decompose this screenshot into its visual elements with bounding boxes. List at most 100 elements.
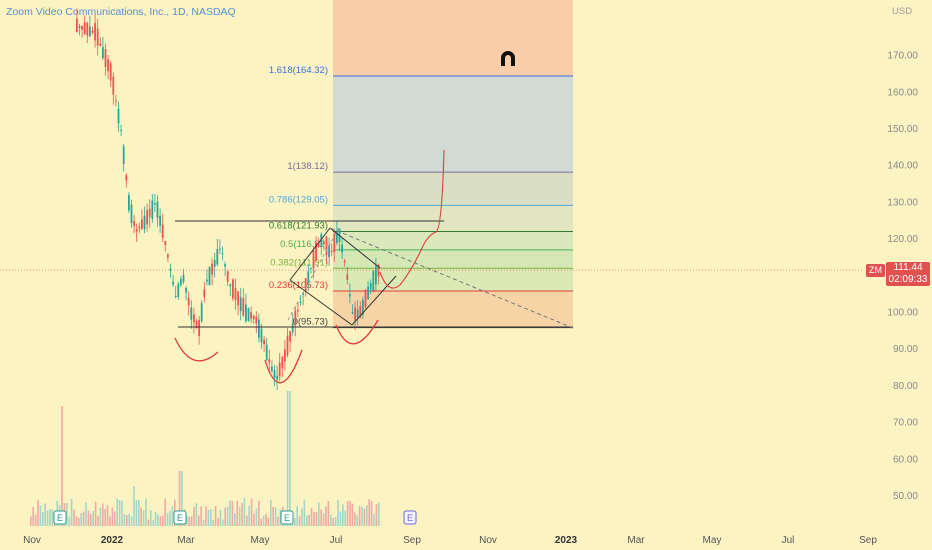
candle-body: [213, 259, 216, 267]
candle-body: [89, 26, 91, 37]
candle-body: [120, 129, 122, 131]
candle-body: [219, 248, 221, 250]
candle-body: [372, 271, 375, 291]
volume-bar: [78, 517, 80, 526]
price-tick-label: 170.00: [887, 51, 918, 62]
volume-bar: [150, 510, 152, 526]
shoulder-right-arc: [335, 319, 379, 345]
candle-body: [200, 303, 203, 322]
candle-body: [138, 226, 141, 229]
candle-body: [268, 359, 271, 363]
candle-body: [333, 233, 336, 253]
candle-body: [154, 203, 156, 205]
volume-bar: [109, 516, 111, 526]
volume-bar: [250, 498, 253, 526]
volume-bar: [363, 508, 366, 526]
volume-bar: [133, 486, 135, 526]
price-tick-label: 130.00: [887, 197, 918, 208]
volume-bar: [128, 513, 130, 526]
volume-bar: [30, 516, 32, 526]
candle-body: [125, 175, 128, 181]
fibonacci-retracement[interactable]: 1.618(164.32) 1(138.12) 0.786(129.05) 0.618…: [269, 0, 573, 329]
magnet-icon[interactable]: [501, 51, 515, 66]
volume-bar: [111, 507, 114, 526]
time-tick-label: Mar: [627, 535, 645, 546]
volume-bar: [368, 499, 370, 526]
candle-body: [96, 28, 99, 46]
bar-countdown: 02:09:33: [888, 273, 928, 285]
volume-bar: [198, 515, 200, 526]
time-tick-label: Sep: [403, 535, 421, 546]
earnings-marker-label: E: [407, 513, 413, 523]
fib-level-label: 1.618(164.32): [269, 65, 328, 76]
price-tick-label: 70.00: [893, 418, 918, 429]
volume-bar: [44, 503, 46, 526]
candle-body: [115, 100, 117, 102]
volume-bar: [97, 516, 99, 526]
candle-body: [146, 210, 148, 225]
candle-body: [187, 297, 190, 306]
volume-bar: [286, 391, 289, 526]
candle-body: [164, 240, 167, 246]
volume-bar: [274, 507, 277, 526]
volume-bar: [241, 503, 243, 526]
volume-bar: [61, 406, 63, 526]
candle-body: [247, 308, 250, 321]
fib-level-label: 0.382(111.91): [270, 257, 328, 268]
volume-bar: [159, 516, 162, 526]
volume-bar: [46, 510, 49, 526]
candle-body: [148, 208, 151, 217]
volume-bar: [162, 515, 164, 526]
shoulder-left-arc: [174, 337, 219, 362]
volume-bar: [195, 503, 198, 526]
candle-body: [135, 228, 138, 232]
fib-zone: [333, 249, 573, 269]
volume-bar: [313, 511, 315, 526]
volume-bar: [212, 519, 214, 526]
earnings-marker-label: E: [57, 513, 63, 523]
candle-body: [299, 301, 302, 303]
time-tick-label: Jul: [782, 535, 795, 546]
volume-bar: [277, 516, 279, 526]
volume-bar: [265, 514, 267, 526]
price-tick-label: 160.00: [887, 87, 918, 98]
fib-zone: [333, 172, 573, 206]
candle-body: [169, 268, 172, 271]
candle-body: [232, 279, 234, 299]
fib-level-label: 0.786(129.05): [269, 194, 328, 205]
candle-body: [203, 289, 206, 297]
symbol-badge: ZM: [866, 264, 885, 277]
time-axis[interactable]: Nov 2022 Mar May Jul Sep Nov 2023 Mar May Jul Sep: [23, 535, 877, 546]
candle-body: [286, 335, 289, 356]
trend-drawings[interactable]: [174, 149, 574, 384]
candle-body: [112, 76, 115, 95]
fib-level-label: 0.5(116.92): [280, 239, 328, 250]
candle-body: [102, 47, 104, 58]
candle-body: [122, 146, 125, 164]
volume-bar: [147, 519, 150, 526]
candle-body: [226, 271, 229, 282]
volume-bar: [226, 506, 229, 526]
volume-bar: [116, 498, 118, 526]
candle-body: [224, 264, 226, 267]
volume-bar: [330, 514, 332, 526]
volume-bar: [262, 515, 265, 526]
volume-bar: [378, 502, 380, 526]
volume-bar: [152, 519, 154, 526]
candle-body: [159, 215, 161, 226]
volume-bar: [70, 498, 73, 526]
volume-bar: [267, 517, 270, 526]
candle-body: [281, 356, 284, 369]
candle-body: [273, 370, 276, 378]
volume-bar: [135, 500, 138, 526]
volume-bar: [361, 506, 363, 526]
candle-body: [258, 319, 260, 338]
volume-bar: [279, 509, 282, 526]
volume-bar: [140, 507, 142, 526]
volume-bar: [73, 509, 75, 526]
candle-body: [133, 221, 135, 226]
volume-bar: [193, 506, 195, 526]
volume-bar: [114, 511, 116, 526]
